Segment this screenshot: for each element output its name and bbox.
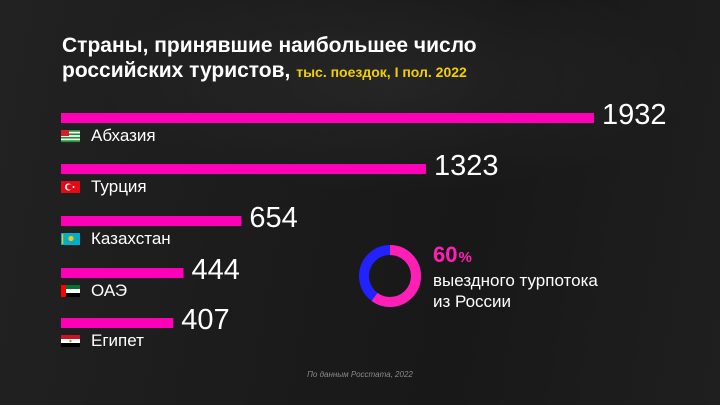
donut-chart: 60% выездного турпотока из России	[359, 242, 598, 311]
abkhazia-flag-icon	[61, 130, 80, 143]
bar	[61, 268, 184, 278]
donut-caption-line-2: из России	[433, 292, 511, 311]
bar-value-label: 407	[181, 304, 229, 336]
category-label: Абхазия	[91, 126, 156, 145]
bar-value-label: 444	[191, 254, 239, 286]
egypt-flag-icon	[61, 335, 80, 347]
chart-subtitle: тыс. поездок, I пол. 2022	[296, 64, 467, 80]
bar	[61, 164, 426, 174]
title-line-1: Страны, принявшие наибольшее число	[62, 34, 477, 57]
bar	[61, 318, 174, 328]
uae-flag-icon	[61, 285, 80, 297]
chart-title: Страны, принявшие наибольшее число росси…	[62, 33, 477, 85]
bar-value-label: 1323	[434, 150, 499, 182]
category-label: ОАЭ	[91, 281, 127, 300]
bar-value-label: 1932	[602, 99, 667, 131]
donut-caption-line-1: выездного турпотока	[433, 271, 598, 290]
bar	[61, 216, 242, 226]
bar	[61, 113, 594, 123]
title-line-2: российских туристов,	[62, 59, 291, 82]
source-note: По данным Росстата, 2022	[307, 370, 413, 379]
category-label: Казахстан	[91, 229, 171, 248]
category-label: Турция	[91, 177, 147, 196]
turkey-flag-icon	[61, 181, 80, 193]
category-label: Египет	[91, 331, 144, 350]
donut-share	[359, 245, 421, 307]
bar-value-label: 654	[249, 202, 297, 234]
donut-percent: 60%	[433, 242, 472, 267]
kazakhstan-flag-icon	[61, 233, 80, 245]
